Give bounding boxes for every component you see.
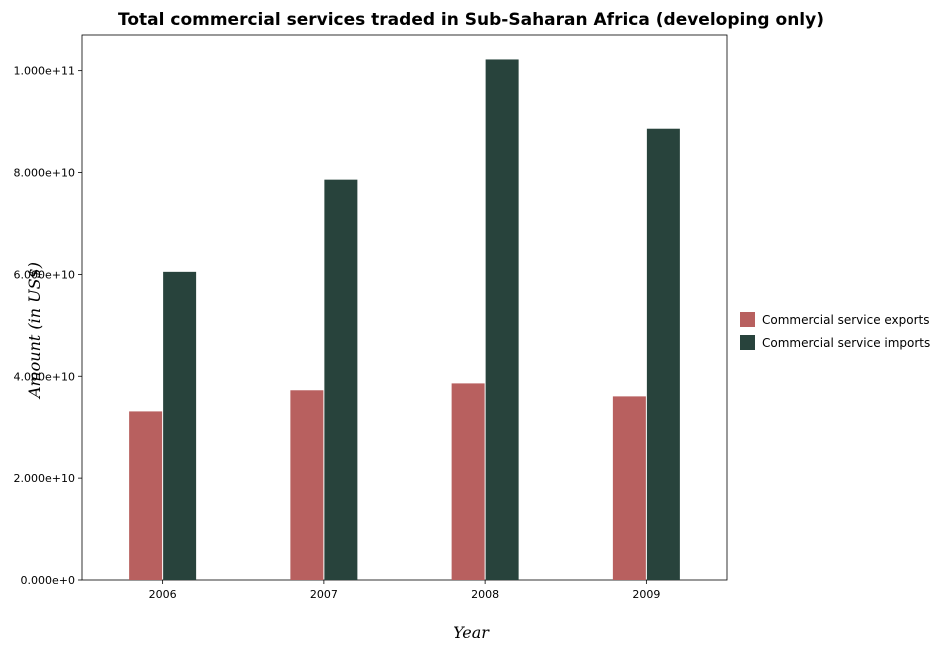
plot-frame xyxy=(81,34,728,581)
y-tick-label: 8.000e+10 xyxy=(14,167,75,180)
bar-exports-2008 xyxy=(451,383,485,580)
y-tick-label: 2.000e+10 xyxy=(14,472,75,485)
bar-imports-2008 xyxy=(485,59,519,580)
chart-title: Total commercial services traded in Sub-… xyxy=(118,10,824,30)
plot-area xyxy=(81,34,728,581)
bar-exports-2007 xyxy=(290,390,324,580)
y-tick-label: 6.000e+10 xyxy=(14,268,75,281)
bar-imports-2007 xyxy=(324,179,358,580)
legend-label: Commercial service exports xyxy=(762,313,930,327)
x-tick-label: 2008 xyxy=(471,588,499,601)
y-tick-label: 4.000e+10 xyxy=(14,370,75,383)
bars-group xyxy=(129,59,680,581)
x-tick-label: 2007 xyxy=(310,588,338,601)
x-tick-label: 2009 xyxy=(632,588,660,601)
bar-imports-2006 xyxy=(163,271,197,580)
y-axis-label: Amount (in US$) xyxy=(25,262,44,400)
legend-label: Commercial service imports xyxy=(762,336,930,350)
legend-swatch xyxy=(740,335,755,350)
y-axis: 0.000e+0 2.000e+10 4.000e+10 6.000e+10 8.000… xyxy=(14,65,82,587)
bar-imports-2009 xyxy=(646,128,680,581)
bar-exports-2009 xyxy=(612,396,646,580)
y-tick-label: 0.000e+0 xyxy=(21,574,75,587)
x-tick-label: 2006 xyxy=(149,588,177,601)
y-tick-label: 1.000e+11 xyxy=(14,65,75,78)
x-axis-label: Year xyxy=(453,623,490,642)
legend: Commercial service exports Commercial ser… xyxy=(740,312,930,350)
bar-exports-2006 xyxy=(129,411,163,580)
x-axis: 2006 2007 2008 2009 xyxy=(149,580,660,601)
legend-swatch xyxy=(740,312,755,327)
